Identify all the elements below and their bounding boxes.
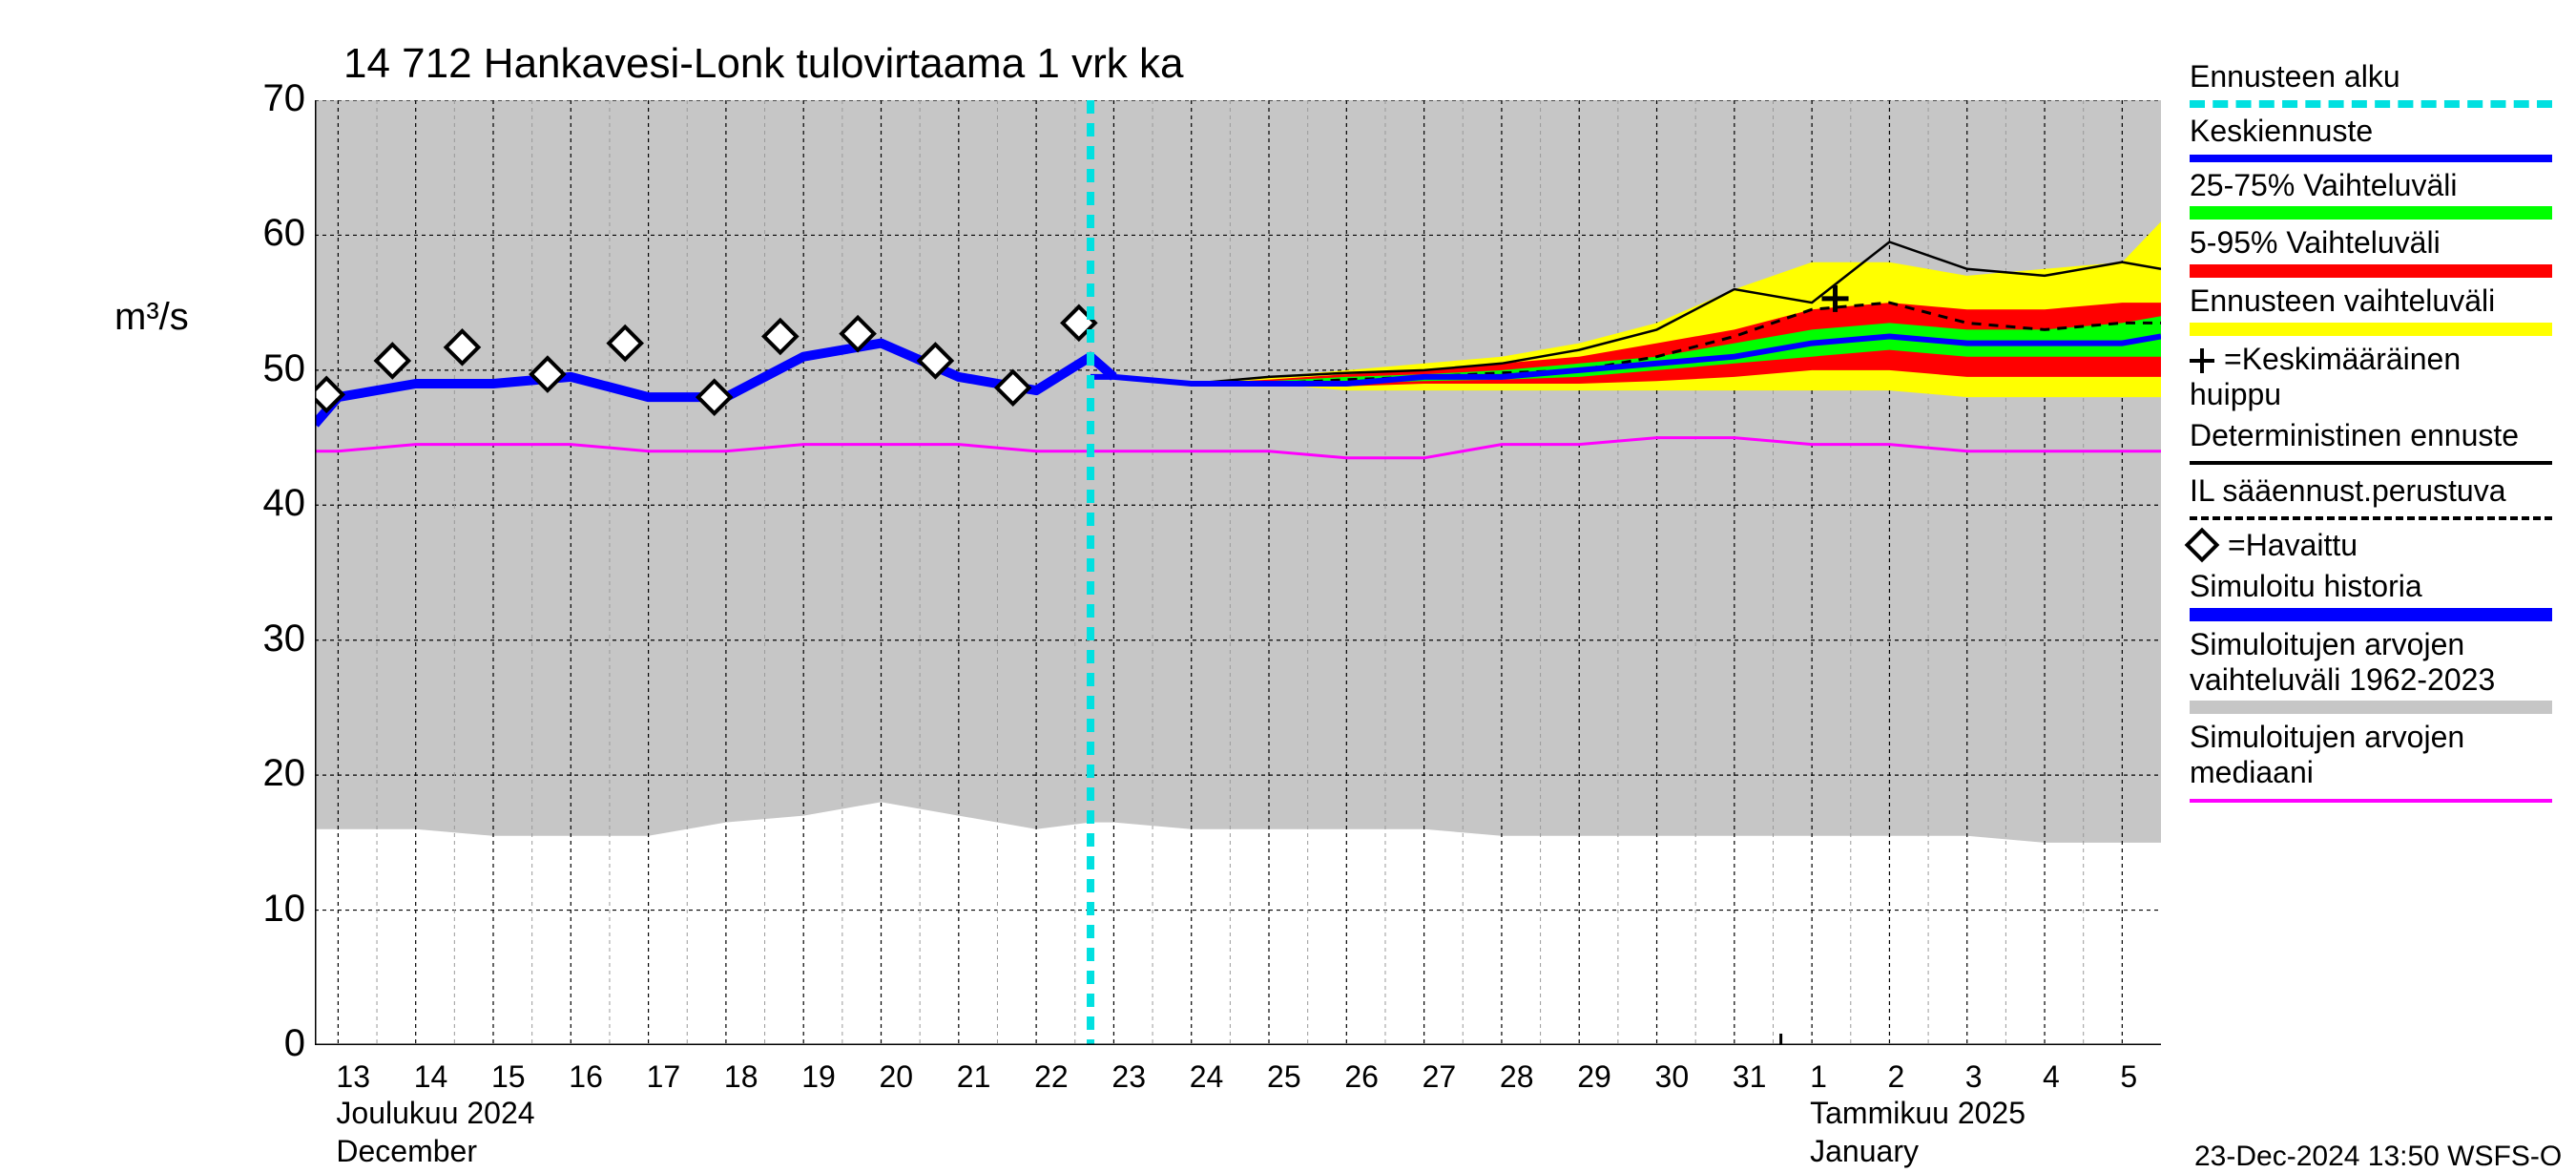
x-tick-label: 14 — [414, 1059, 471, 1095]
legend-label: Keskiennuste — [2190, 114, 2552, 149]
legend-item-sim_history: Simuloitu historia — [2190, 569, 2552, 621]
legend-item-peak: =Keskimääräinen huippu — [2190, 342, 2552, 412]
legend-swatch — [2190, 461, 2552, 465]
chart-plot-area — [315, 100, 2161, 1045]
legend-swatch — [2190, 100, 2552, 108]
y-axis-unit: m³/s — [114, 296, 189, 339]
x-month-label: Tammikuu 2025 — [1810, 1096, 2025, 1131]
legend-swatch — [2190, 516, 2552, 520]
x-tick-label: 25 — [1267, 1059, 1324, 1095]
x-tick-label: 30 — [1655, 1059, 1713, 1095]
x-tick-label: 13 — [336, 1059, 393, 1095]
legend-item-full_range: Ennusteen vaihteluväli — [2190, 283, 2552, 336]
legend-item-forecast_start: Ennusteen alku — [2190, 59, 2552, 108]
legend: Ennusteen alku Keskiennuste 25-75% Vaihtel… — [2190, 59, 2552, 811]
x-tick-label: 19 — [801, 1059, 859, 1095]
x-tick-label: 20 — [880, 1059, 937, 1095]
y-tick-label: 50 — [191, 347, 305, 390]
x-tick-label: 15 — [491, 1059, 549, 1095]
legend-item-il_weather: IL sääennust.perustuva — [2190, 473, 2552, 520]
x-tick-label: 21 — [957, 1059, 1014, 1095]
y-tick-label: 30 — [191, 618, 305, 660]
legend-label: Simuloitujen arvojen vaihteluväli 1962-2… — [2190, 627, 2552, 698]
y-tick-label: 10 — [191, 888, 305, 931]
chart-page: 14 712 Hankavesi-Lonk tulovirtaama 1 vrk… — [0, 0, 2576, 1145]
legend-item-sim_median: Simuloitujen arvojen mediaani — [2190, 720, 2552, 803]
x-tick-label: 26 — [1344, 1059, 1402, 1095]
legend-label: Deterministinen ennuste — [2190, 418, 2552, 453]
diamond-icon — [2185, 528, 2220, 563]
legend-item-mean_forecast: Keskiennuste — [2190, 114, 2552, 162]
y-tick-label: 70 — [191, 77, 305, 120]
legend-label: Ennusteen vaihteluväli — [2190, 283, 2552, 319]
legend-swatch — [2190, 264, 2552, 278]
legend-item-observed: =Havaittu — [2190, 528, 2552, 563]
x-tick-label: 3 — [1965, 1059, 2023, 1095]
x-tick-label: 31 — [1733, 1059, 1790, 1095]
legend-label: 5-95% Vaihteluväli — [2190, 225, 2552, 261]
legend-label: Simuloitujen arvojen mediaani — [2190, 720, 2552, 790]
y-tick-label: 20 — [191, 752, 305, 795]
chart-svg — [315, 100, 2161, 1045]
x-tick-label: 2 — [1887, 1059, 1944, 1095]
legend-label: Simuloitu historia — [2190, 569, 2552, 604]
y-tick-label: 60 — [191, 212, 305, 255]
x-month-label-sub: December — [336, 1134, 477, 1169]
legend-swatch — [2190, 155, 2552, 162]
legend-item-p25_75: 25-75% Vaihteluväli — [2190, 168, 2552, 220]
footer-timestamp: 23-Dec-2024 13:50 WSFS-O — [2194, 1141, 2562, 1173]
y-tick-label: 40 — [191, 482, 305, 525]
legend-label: IL sääennust.perustuva — [2190, 473, 2552, 509]
legend-label: 25-75% Vaihteluväli — [2190, 168, 2552, 203]
legend-item-deterministic: Deterministinen ennuste — [2190, 418, 2552, 466]
legend-swatch — [2190, 799, 2552, 803]
legend-swatch — [2190, 323, 2552, 336]
plus-icon — [2190, 348, 2214, 373]
x-tick-label: 22 — [1034, 1059, 1091, 1095]
chart-title: 14 712 Hankavesi-Lonk tulovirtaama 1 vrk… — [343, 40, 1183, 88]
x-tick-label: 23 — [1111, 1059, 1169, 1095]
legend-label: =Havaittu — [2190, 528, 2552, 563]
legend-swatch — [2190, 206, 2552, 220]
x-tick-label: 1 — [1810, 1059, 1867, 1095]
y-tick-label: 0 — [191, 1022, 305, 1065]
x-tick-label: 5 — [2120, 1059, 2177, 1095]
legend-label: Ennusteen alku — [2190, 59, 2552, 94]
legend-item-p5_95: 5-95% Vaihteluväli — [2190, 225, 2552, 278]
x-month-label-sub: January — [1810, 1134, 1919, 1169]
x-tick-label: 24 — [1190, 1059, 1247, 1095]
x-tick-label: 18 — [724, 1059, 781, 1095]
x-tick-label: 17 — [647, 1059, 704, 1095]
x-tick-label: 29 — [1577, 1059, 1634, 1095]
x-month-label: Joulukuu 2024 — [336, 1096, 534, 1131]
y-axis-label-wrap: Tulovirtaama / Inflow — [52, 0, 110, 1050]
x-tick-label: 4 — [2043, 1059, 2100, 1095]
legend-swatch — [2190, 608, 2552, 621]
legend-label: =Keskimääräinen huippu — [2190, 342, 2552, 412]
x-tick-label: 27 — [1423, 1059, 1480, 1095]
legend-swatch — [2190, 701, 2552, 714]
x-tick-label: 28 — [1500, 1059, 1557, 1095]
legend-item-sim_range: Simuloitujen arvojen vaihteluväli 1962-2… — [2190, 627, 2552, 715]
x-tick-label: 16 — [569, 1059, 626, 1095]
sim-range-band — [315, 100, 2161, 843]
